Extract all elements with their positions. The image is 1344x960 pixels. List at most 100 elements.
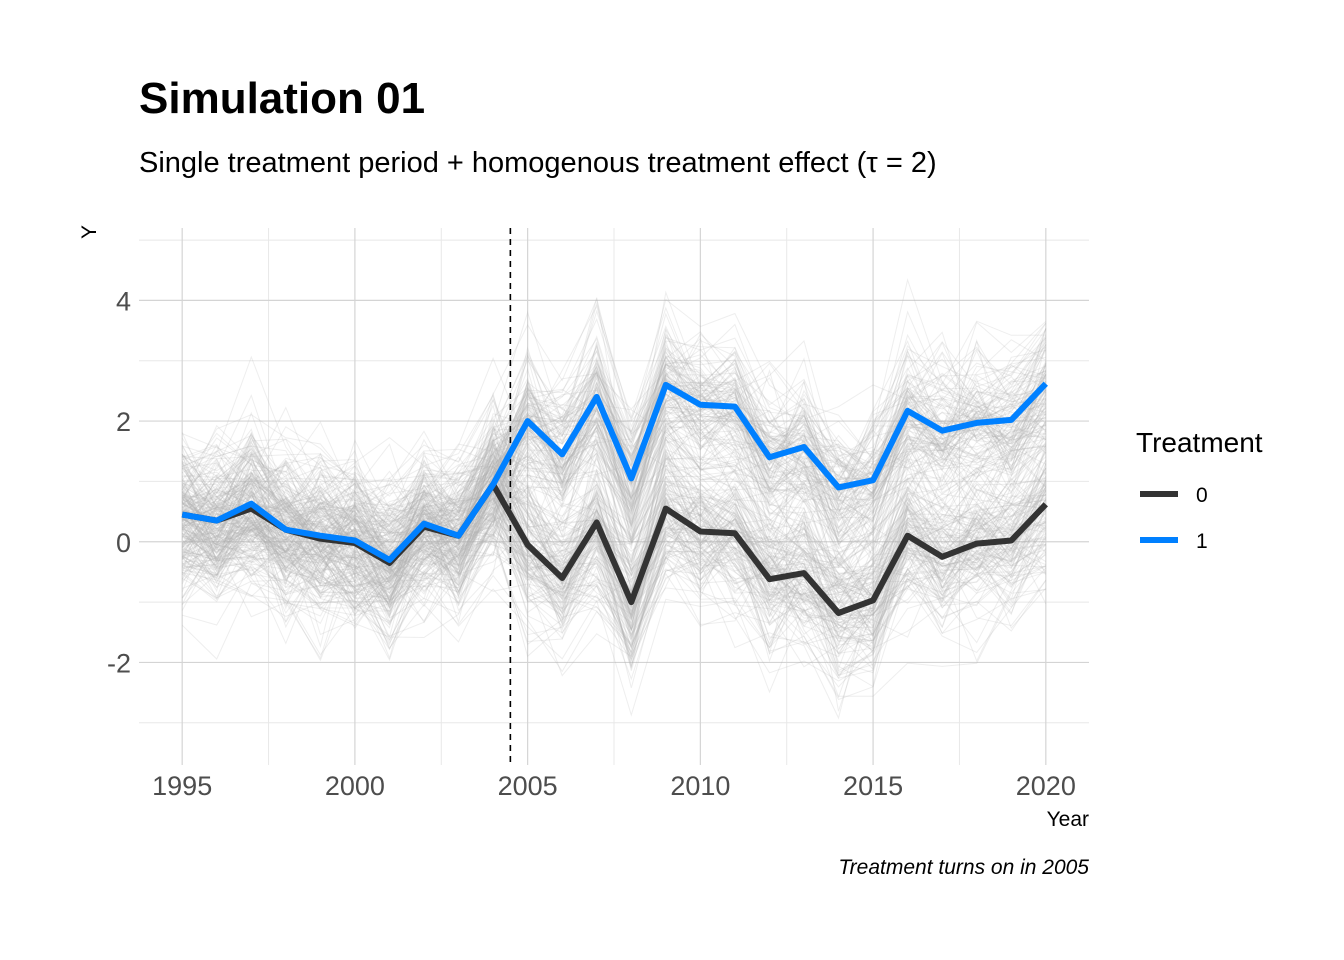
simulated-unit-line — [181, 433, 1047, 596]
simulated-unit-line — [181, 450, 1047, 616]
simulated-unit-line — [182, 297, 1046, 497]
simulated-unit-line — [181, 297, 1047, 514]
simulated-unit-line — [181, 384, 1047, 594]
simulated-unit-line — [181, 479, 1047, 613]
simulated-unit-line — [181, 523, 1047, 657]
simulated-unit-line — [181, 435, 1047, 639]
simulated-unit-line — [181, 439, 1047, 638]
simulated-unit-line — [181, 366, 1047, 598]
simulated-unit-line — [181, 327, 1047, 563]
simulated-unit-line — [181, 482, 1046, 656]
simulated-unit-line — [182, 486, 1047, 670]
simulated-unit-line — [181, 376, 1047, 588]
simulated-unit-line — [181, 339, 1047, 530]
series-lines — [181, 381, 1048, 616]
simulated-unit-line — [182, 337, 1047, 524]
simulated-unit-line — [182, 374, 1047, 567]
simulated-unit-line — [181, 391, 1046, 562]
y-tick-label: 4 — [116, 286, 131, 316]
simulated-unit-line — [181, 463, 1047, 679]
y-tick-label: 2 — [116, 407, 131, 437]
simulated-unit-line — [182, 464, 1047, 658]
simulated-unit-line — [182, 449, 1047, 619]
chart-title: Simulation 01 — [139, 74, 425, 123]
simulated-unit-line — [182, 517, 1047, 641]
simulated-unit-line — [181, 456, 1047, 621]
series-line-1 — [181, 381, 1048, 563]
simulated-unit-line — [182, 384, 1047, 616]
simulated-unit-line — [182, 312, 1046, 545]
simulated-unit-line — [182, 328, 1046, 561]
simulated-unit-line — [181, 480, 1047, 628]
chart-subtitle: Single treatment period + homogenous tre… — [139, 147, 937, 179]
simulated-unit-line — [181, 421, 1046, 646]
y-axis-title: Y — [78, 225, 101, 239]
simulated-unit-line — [181, 388, 1047, 637]
simulated-unit-line — [181, 533, 1047, 701]
simulated-unit-line — [181, 339, 1047, 573]
simulated-unit-line — [181, 429, 1047, 625]
simulated-unit-line — [181, 451, 1046, 576]
simulated-unit-line — [181, 492, 1046, 642]
simulated-unit-line — [181, 445, 1046, 605]
simulated-unit-line — [181, 380, 1046, 539]
simulated-unit-line — [181, 487, 1047, 655]
simulated-unit-line — [181, 482, 1047, 652]
simulated-unit-line — [181, 471, 1047, 621]
simulated-unit-line — [182, 522, 1047, 720]
simulated-unit-line — [181, 530, 1046, 668]
simulated-unit-line — [181, 290, 1047, 534]
simulated-unit-line — [181, 427, 1047, 599]
grid-minor — [139, 228, 1089, 765]
simulated-unit-line — [181, 398, 1047, 564]
simulated-unit-line — [181, 357, 1047, 606]
legend-label-1: 1 — [1196, 530, 1208, 553]
x-axis-title: Year — [1047, 808, 1089, 831]
simulated-unit-line — [181, 369, 1047, 548]
simulated-unit-line — [182, 344, 1047, 611]
simulated-unit-line — [181, 398, 1046, 601]
simulated-unit-line — [181, 357, 1047, 568]
simulated-unit-line — [181, 378, 1047, 605]
simulated-unit-line — [182, 355, 1047, 572]
simulated-unit-line — [182, 437, 1047, 578]
simulated-unit-line — [181, 533, 1047, 679]
simulated-unit-line — [181, 378, 1047, 625]
simulated-unit-line — [181, 304, 1047, 554]
simulated-unit-line — [181, 351, 1047, 589]
simulated-unit-line — [182, 393, 1047, 579]
x-tick-label: 2010 — [670, 771, 730, 801]
simulated-unit-line — [182, 373, 1047, 559]
simulated-unit-line — [181, 343, 1047, 538]
simulated-unit-line — [181, 340, 1046, 589]
simulated-unit-line — [181, 415, 1046, 607]
simulated-unit-line — [181, 336, 1047, 582]
y-tick-labels: -2 0 2 4 — [107, 286, 131, 678]
simulated-unit-line — [181, 535, 1046, 717]
simulated-unit-line — [181, 436, 1046, 613]
simulated-unit-line — [181, 373, 1047, 600]
simulated-unit-line — [182, 393, 1047, 612]
simulated-unit-line — [181, 484, 1047, 660]
simulated-unit-line — [182, 425, 1047, 605]
simulated-unit-line — [181, 406, 1046, 639]
simulated-unit-line — [181, 405, 1047, 593]
simulated-unit-line — [181, 327, 1047, 559]
simulated-unit-line — [181, 453, 1047, 602]
simulated-unit-line — [182, 337, 1047, 576]
simulated-unit-line — [181, 425, 1047, 613]
simulated-unit-line — [181, 407, 1047, 623]
legend-label-0: 0 — [1196, 484, 1208, 507]
simulated-unit-line — [181, 490, 1047, 610]
simulated-unit-line — [182, 426, 1046, 656]
simulated-unit-line — [182, 356, 1047, 553]
simulated-unit-line — [181, 477, 1046, 671]
simulated-unit-line — [181, 376, 1047, 587]
x-tick-label: 2020 — [1016, 771, 1076, 801]
simulated-unit-line — [182, 436, 1047, 636]
simulated-unit-line — [181, 487, 1047, 649]
simulated-unit-line — [181, 417, 1047, 579]
simulated-unit-line — [182, 421, 1047, 645]
simulated-unit-line — [181, 395, 1047, 660]
simulated-unit-line — [182, 374, 1047, 561]
